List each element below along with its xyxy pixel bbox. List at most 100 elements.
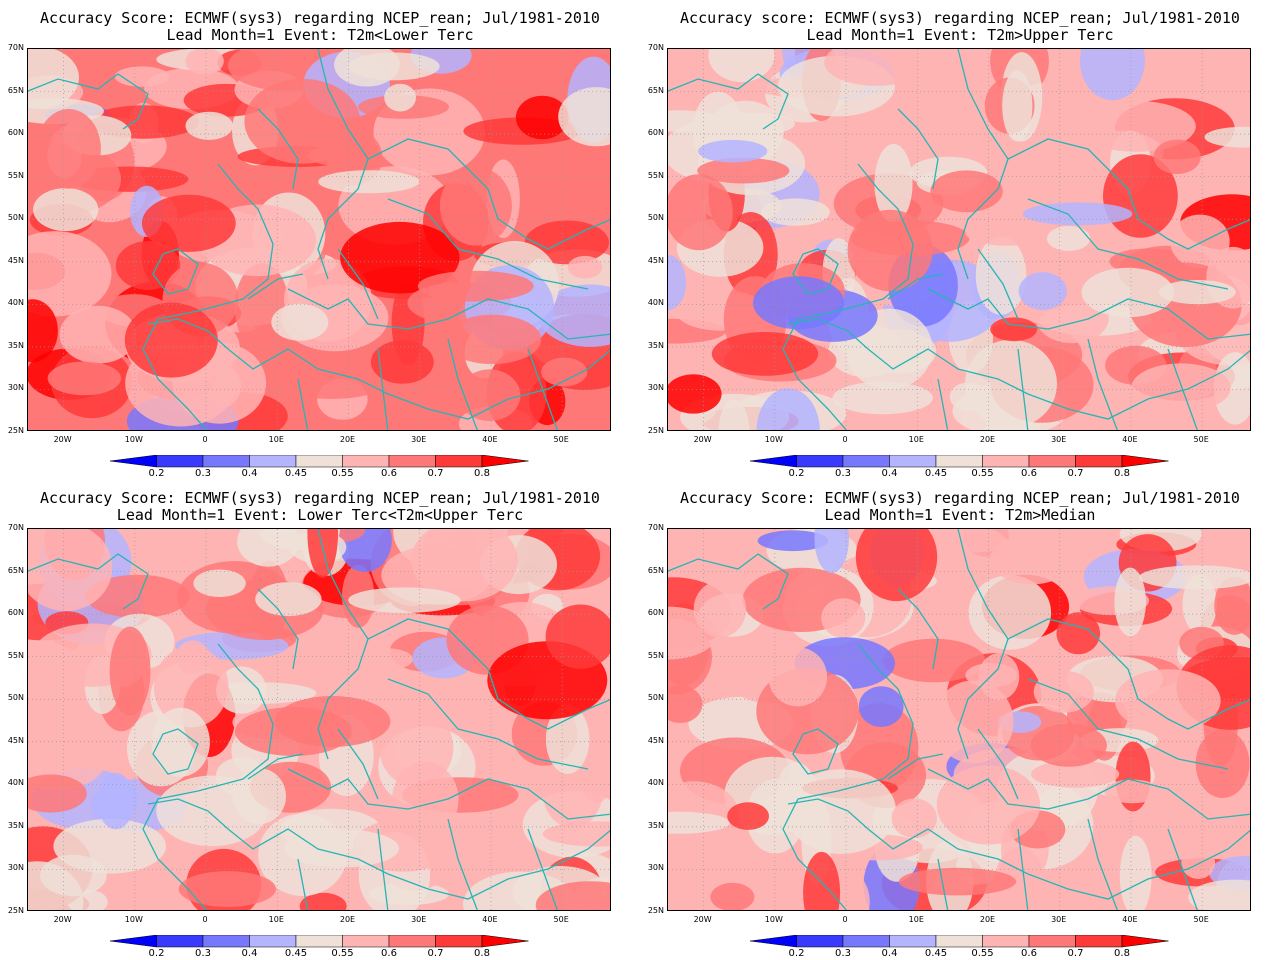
coastline xyxy=(887,753,944,780)
contour-patch xyxy=(1159,280,1236,305)
lat-tick-label: 40N xyxy=(7,778,24,788)
contour-patch xyxy=(580,744,610,803)
contour-patch xyxy=(668,255,687,311)
coastline xyxy=(147,798,610,900)
contour-patch xyxy=(515,95,569,140)
panel-title-line2: Lead Month=1 Event: T2m>Median xyxy=(824,506,1096,524)
colorbar-segment xyxy=(249,935,297,948)
lat-tick-label: 30N xyxy=(7,863,24,873)
coastline xyxy=(142,643,274,910)
contour-patch xyxy=(1031,760,1120,788)
contour-patch xyxy=(1079,49,1145,101)
contour-patch xyxy=(1030,723,1107,767)
colorbar-segment xyxy=(342,455,390,468)
colorbar-segment xyxy=(1121,455,1169,468)
colorbar-label: 0.45 xyxy=(924,948,948,959)
colorbar-label: 0.2 xyxy=(788,468,805,479)
contour-patch xyxy=(541,357,588,387)
contour-patch xyxy=(28,861,84,910)
contour-patch xyxy=(178,871,277,907)
lat-tick-label: 25N xyxy=(647,426,664,435)
contour-patch xyxy=(28,774,87,813)
lon-tick-label: 40E xyxy=(1122,435,1138,444)
map-panel-2: Accuracy score: ECMWF(sys3) regarding NC… xyxy=(640,0,1280,480)
coastline xyxy=(287,288,610,340)
colorbar-segment xyxy=(796,935,844,948)
lat-tick-label: 30N xyxy=(7,383,24,393)
contour-patch xyxy=(558,87,610,147)
colorbar-segment xyxy=(1028,935,1076,948)
coastline xyxy=(977,248,1019,320)
coastline xyxy=(792,728,839,775)
coastline xyxy=(377,348,389,430)
contour-patch xyxy=(340,221,460,294)
coastline xyxy=(297,858,309,910)
coastline xyxy=(1167,828,1198,910)
coastline xyxy=(1027,678,1229,770)
contour-patch xyxy=(1170,214,1230,268)
lat-tick-label: 30N xyxy=(647,863,664,873)
contour-patch xyxy=(965,339,1057,428)
lat-tick-label: 35N xyxy=(7,820,24,830)
colorbar-svg xyxy=(110,935,529,948)
colorbar-label: 0.6 xyxy=(381,948,397,959)
lon-tick-label: 20W xyxy=(693,435,712,444)
contour-patch xyxy=(273,360,391,399)
lat-tick-label: 60N xyxy=(7,128,24,138)
panel-title-line2: Lead Month=1 Event: T2m>Upper Terc xyxy=(806,26,1114,44)
contour-patch xyxy=(85,574,190,618)
colorbar-segment xyxy=(249,455,297,468)
lat-tick-label: 30N xyxy=(647,383,664,393)
contour-patch xyxy=(1104,779,1160,804)
coastline xyxy=(152,728,199,775)
colorbar-label: 0.7 xyxy=(1067,948,1084,959)
contour-patch xyxy=(392,761,459,838)
contour-patch xyxy=(1114,567,1146,637)
colorbar-label: 0.8 xyxy=(1114,468,1130,479)
contour-patch xyxy=(538,284,610,347)
contour-patch xyxy=(299,892,347,910)
colorbar-label: 0.3 xyxy=(835,948,851,959)
colorbar-label: 0.2 xyxy=(148,948,165,959)
contour-patch xyxy=(359,648,413,671)
colorbar-label: 0.45 xyxy=(284,948,308,959)
colorbar-svg xyxy=(750,935,1169,948)
lon-tick-label: 30E xyxy=(411,915,427,924)
panel-title-line1: Accuracy score: ECMWF(sys3) regarding NC… xyxy=(680,9,1240,27)
contour-patch xyxy=(234,263,289,352)
contour-patch xyxy=(370,340,434,384)
lat-tick-label: 40N xyxy=(647,778,664,788)
contour-patch xyxy=(990,534,1074,585)
colorbar-label: 0.7 xyxy=(427,468,444,479)
contour-patch xyxy=(898,867,1017,896)
coastline xyxy=(367,618,610,730)
colorbar-segment xyxy=(1075,935,1123,948)
contour-patch xyxy=(348,52,440,81)
coastline xyxy=(1167,348,1198,430)
contour-patch xyxy=(232,768,286,825)
coastline xyxy=(247,753,304,780)
contour-patch xyxy=(803,851,841,910)
contour-patch xyxy=(975,236,1027,315)
contour-patch xyxy=(216,666,267,714)
lat-tick-label: 45N xyxy=(7,735,24,745)
contour-patch xyxy=(760,198,830,226)
lat-tick-label: 65N xyxy=(7,85,24,95)
lon-tick-label: 0 xyxy=(202,435,208,444)
contour-patch xyxy=(33,188,99,232)
colorbar-segment xyxy=(295,935,343,948)
coastline xyxy=(297,378,309,430)
lon-tick-label: 20W xyxy=(693,915,712,924)
contour-patch xyxy=(707,835,747,879)
lat-tick-label: 60N xyxy=(647,608,664,618)
lat-tick-label: 55N xyxy=(7,650,24,660)
coastline xyxy=(782,163,914,430)
coastline xyxy=(927,288,1250,340)
lat-tick-label: 50N xyxy=(647,693,664,703)
lat-tick-label: 70N xyxy=(7,523,24,532)
contour-patch xyxy=(443,314,542,365)
coastline xyxy=(1087,818,1118,910)
contour-patch xyxy=(151,707,210,777)
coastline xyxy=(782,643,914,910)
coastline xyxy=(257,108,299,190)
